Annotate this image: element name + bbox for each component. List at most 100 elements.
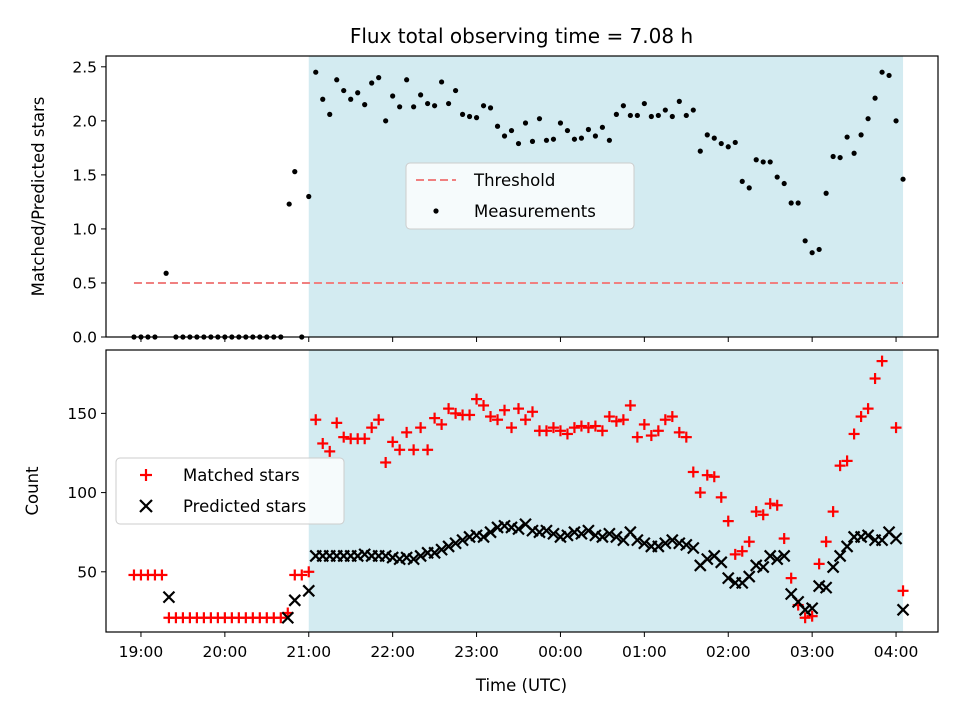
data-point (778, 533, 790, 545)
data-point (774, 174, 780, 180)
data-point (631, 431, 643, 443)
data-point (536, 116, 543, 122)
data-point (603, 411, 615, 423)
data-point (708, 471, 720, 483)
data-point (568, 422, 580, 434)
data-point (613, 111, 619, 117)
data-point (676, 98, 682, 104)
data-point (799, 612, 811, 624)
y-tick-label: 0.0 (72, 329, 97, 347)
data-point (718, 140, 724, 147)
bottom-panel-shaded-region (308, 350, 904, 632)
data-point (827, 506, 839, 518)
data-point (310, 414, 322, 426)
data-point (742, 570, 756, 583)
data-point (540, 425, 552, 437)
data-point (575, 527, 588, 541)
data-point (865, 116, 871, 122)
data-point (449, 537, 462, 550)
data-point (652, 540, 665, 553)
data-point (464, 409, 476, 421)
data-point (659, 537, 672, 550)
x-tick-label: 21:00 (286, 643, 331, 661)
y-tick-label: 2.0 (72, 112, 97, 130)
data-point (317, 437, 329, 449)
data-point (480, 103, 487, 109)
data-point (302, 584, 316, 598)
data-point (429, 412, 441, 424)
data-point (459, 111, 466, 117)
data-point (288, 594, 302, 607)
top-y-axis-label: Matched/Predicted stars (29, 97, 48, 297)
data-point (478, 399, 490, 411)
x-tick-label: 01:00 (622, 643, 667, 661)
data-point (596, 530, 609, 544)
data-point (292, 169, 298, 175)
data-point (492, 414, 504, 426)
data-point (380, 456, 392, 468)
data-point (777, 549, 791, 563)
data-point (313, 69, 319, 75)
data-point (753, 157, 759, 163)
data-point (631, 533, 644, 547)
data-point (746, 185, 752, 191)
y-tick-label: 100 (67, 484, 97, 502)
measurements-series (131, 69, 906, 340)
data-point (858, 132, 864, 138)
data-point (820, 536, 832, 548)
x-tick-label: 03:00 (790, 643, 835, 661)
data-point (408, 444, 420, 456)
data-point (338, 431, 350, 443)
x-tick-label: 00:00 (538, 643, 583, 661)
data-point (756, 560, 770, 574)
data-point (770, 552, 784, 566)
chart-title: Flux total observing time = 7.08 h (350, 24, 693, 48)
data-point (886, 72, 892, 79)
data-point (331, 417, 343, 429)
bottom-y-ticks: 50 100 150 (67, 405, 106, 581)
data-point (795, 200, 801, 206)
data-point (156, 569, 168, 581)
data-point (750, 506, 762, 518)
data-point (432, 103, 438, 109)
data-point (443, 403, 455, 415)
data-point (522, 120, 529, 126)
data-point (721, 571, 735, 585)
data-point (889, 532, 903, 545)
data-point (781, 180, 787, 187)
data-point (673, 426, 685, 438)
data-point (554, 425, 566, 437)
data-point (687, 466, 699, 478)
data-point (610, 415, 622, 427)
data-point (890, 422, 902, 434)
data-point (683, 112, 689, 119)
data-point (512, 522, 525, 536)
data-point (834, 460, 846, 472)
data-point (415, 422, 427, 434)
x-tick-label: 23:00 (454, 643, 499, 661)
data-point (303, 566, 315, 578)
legend-matched-label: Matched stars (183, 466, 300, 485)
data-point (373, 414, 385, 426)
data-point (638, 418, 650, 430)
data-point (397, 104, 403, 110)
data-point (809, 250, 815, 256)
bottom-panel-frame (105, 349, 939, 633)
data-point (855, 411, 867, 423)
data-point (501, 133, 508, 139)
data-point (704, 132, 710, 138)
data-point (603, 527, 616, 541)
data-point (848, 428, 860, 440)
top-panel: 0.0 0.5 1.0 1.5 2.0 2.5 Matched/Predicted sta… (29, 55, 939, 347)
data-point (722, 515, 734, 527)
data-point (422, 444, 434, 456)
x-tick-label: 19:00 (119, 643, 164, 661)
top-legend: Threshold Measurements (405, 162, 635, 230)
data-point (494, 123, 501, 129)
data-point (732, 139, 738, 146)
data-point (359, 433, 371, 445)
data-point (473, 115, 480, 121)
data-point (582, 422, 594, 434)
bottom-y-axis-label: Count (23, 466, 42, 516)
data-point (456, 533, 469, 547)
